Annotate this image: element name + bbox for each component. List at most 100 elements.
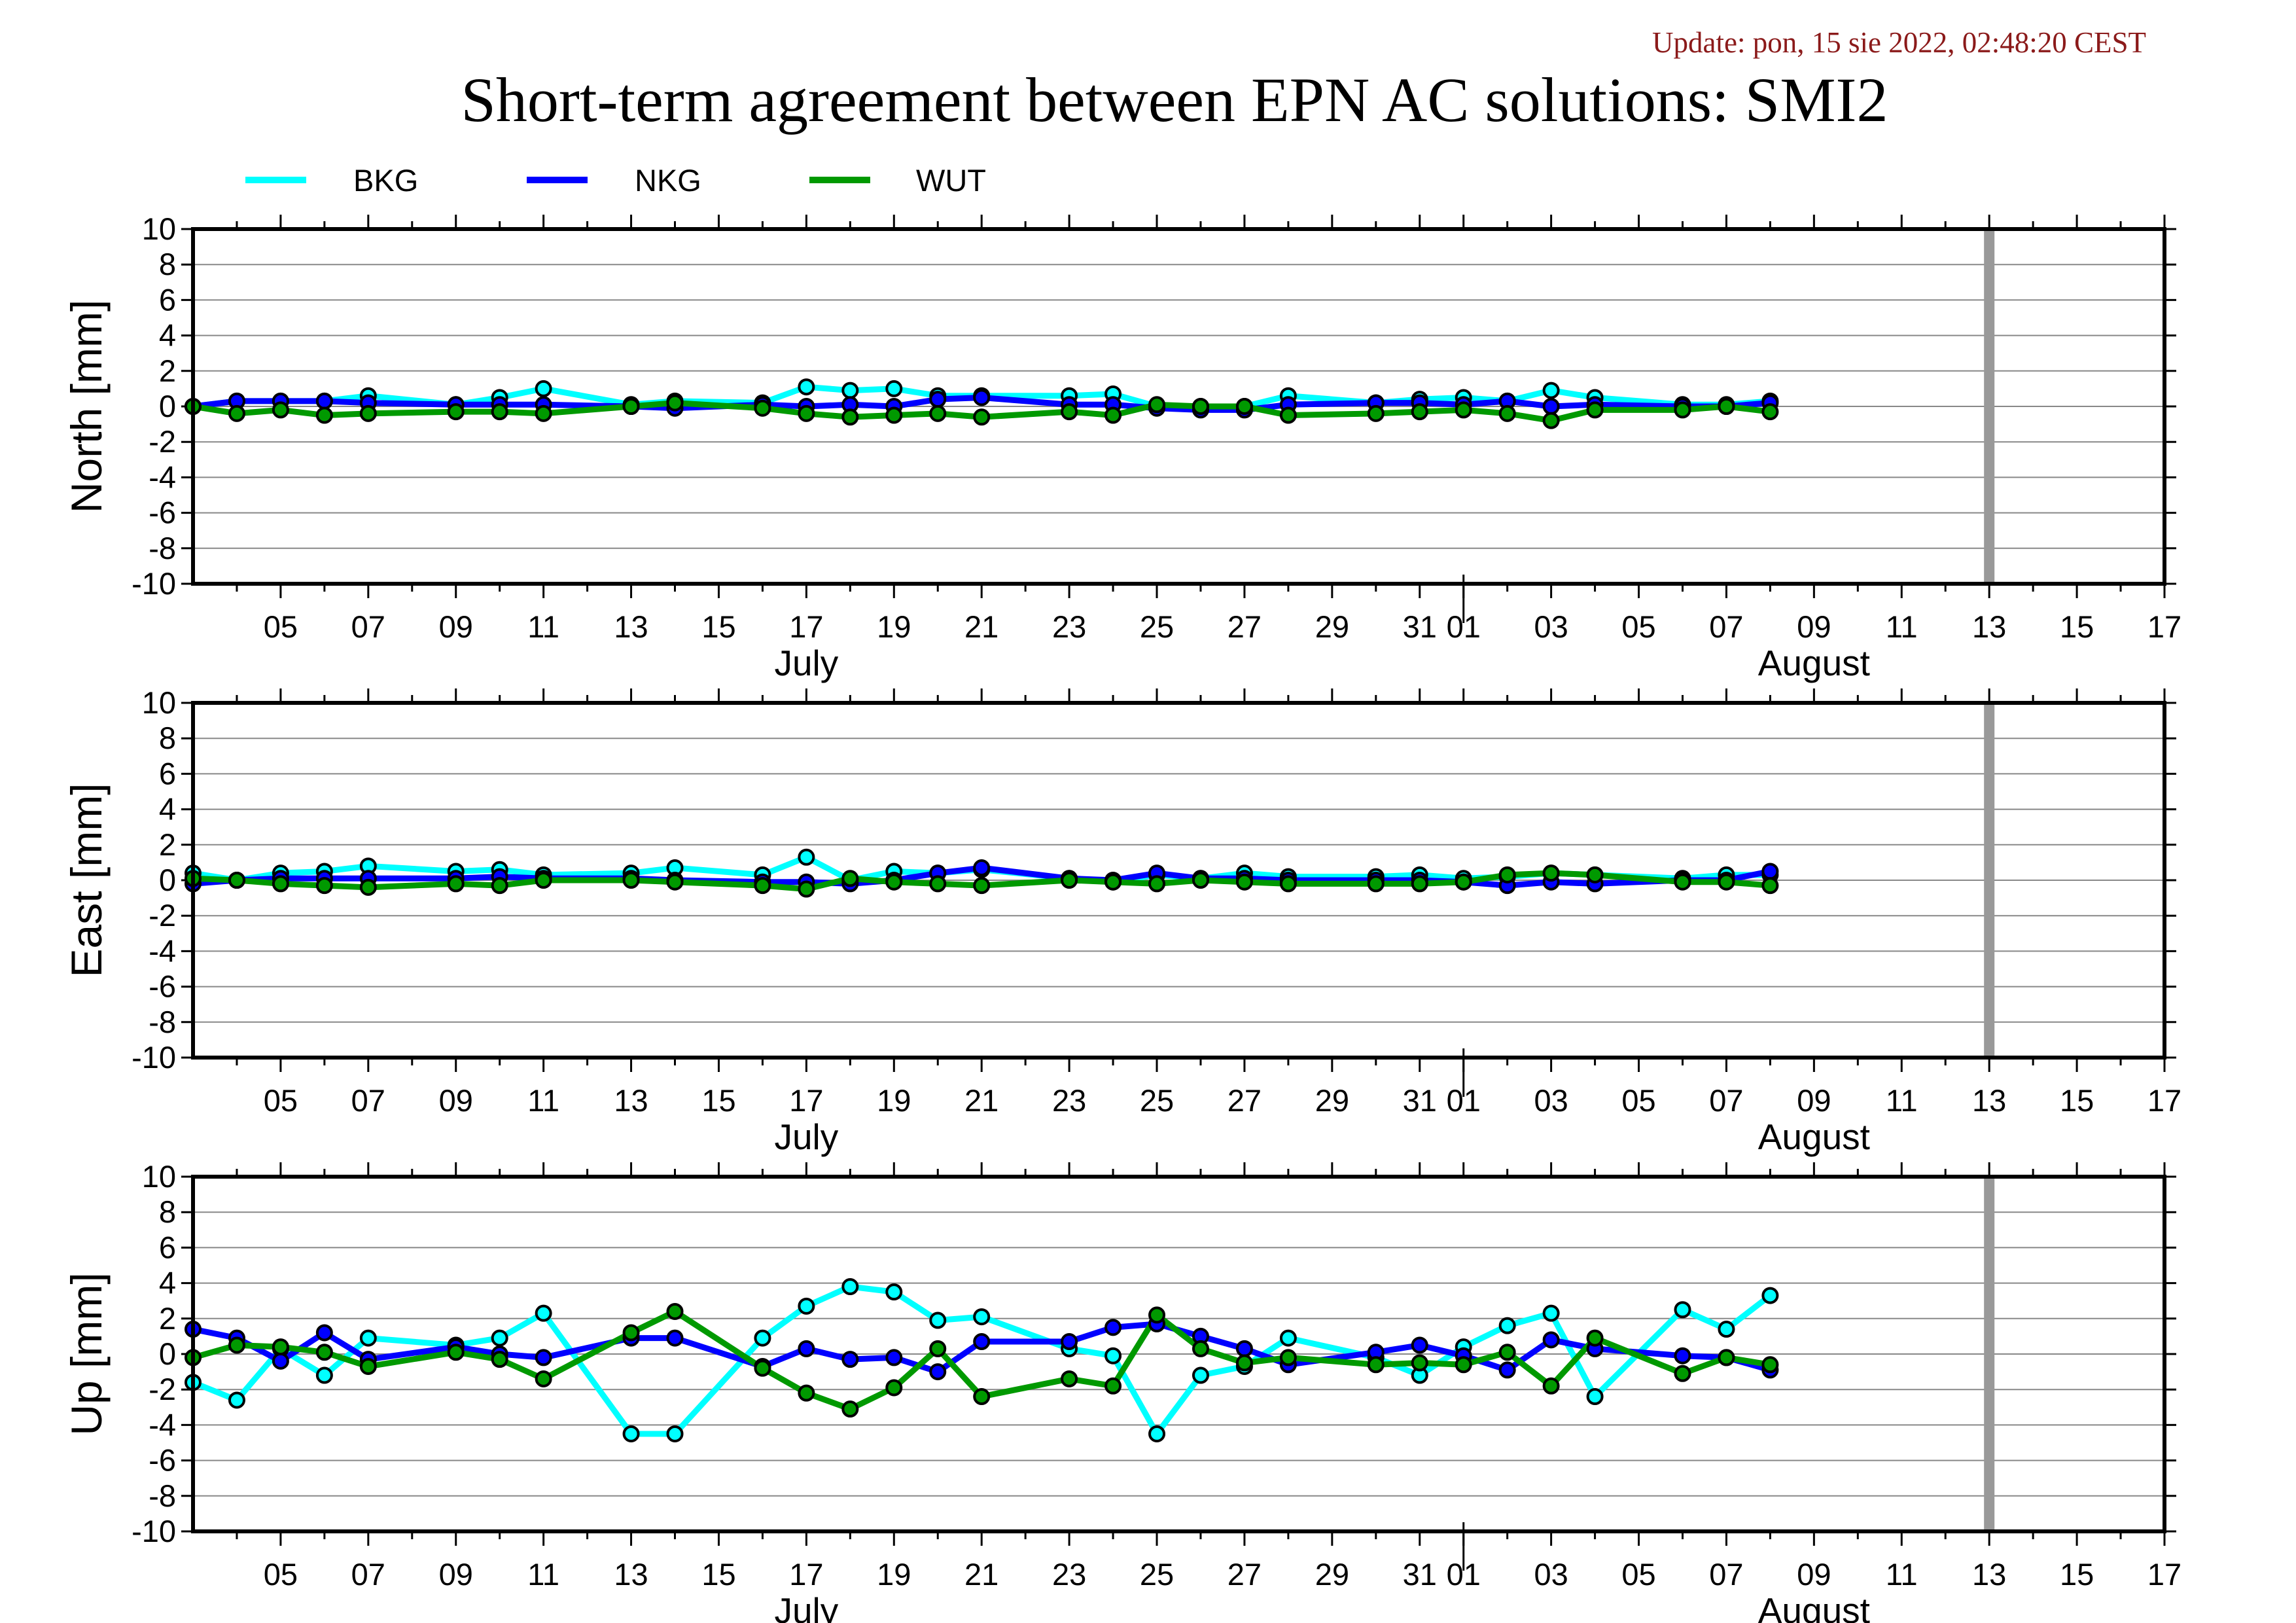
- data-point-wut: [929, 404, 947, 422]
- month-label-july: July: [774, 1590, 838, 1623]
- data-point-bkg: [535, 1304, 552, 1322]
- data-point-nkg: [973, 859, 991, 877]
- x-tick-label: 25: [1140, 609, 1174, 644]
- month-label-august: August: [1758, 1590, 1870, 1623]
- x-tick-label: 25: [1140, 1557, 1174, 1592]
- data-point-wut: [1235, 398, 1253, 415]
- data-point-nkg: [1235, 1340, 1253, 1357]
- data-point-wut: [1542, 412, 1560, 429]
- month-label-august: August: [1758, 643, 1870, 683]
- data-point-wut: [1586, 866, 1604, 883]
- legend-label-bkg: BKG: [353, 163, 418, 198]
- data-point-wut: [1104, 406, 1122, 424]
- y-tick-label: -8: [149, 1478, 176, 1513]
- data-point-wut: [1367, 1356, 1385, 1374]
- data-point-wut: [1104, 873, 1122, 891]
- data-point-wut: [1411, 403, 1428, 421]
- y-tick-label: 2: [159, 353, 176, 388]
- data-point-wut: [1498, 1344, 1516, 1361]
- y-tick-label: 6: [159, 282, 176, 317]
- x-tick-label: 17: [789, 1083, 823, 1118]
- data-point-wut: [798, 880, 815, 898]
- data-point-wut: [1761, 877, 1779, 895]
- x-tick-label: 13: [614, 609, 648, 644]
- x-tick-label: 17: [789, 609, 823, 644]
- y-tick-label: -2: [149, 1372, 176, 1406]
- x-tick-label: 21: [964, 609, 998, 644]
- data-point-wut: [1367, 404, 1385, 422]
- y-tick-label: -6: [149, 495, 176, 530]
- x-tick-label: 23: [1052, 1557, 1086, 1592]
- x-tick-label: 09: [439, 609, 473, 644]
- legend-label-wut: WUT: [916, 163, 986, 198]
- data-point-wut: [228, 872, 245, 889]
- data-point-nkg: [1542, 1331, 1560, 1349]
- x-tick-label: 19: [877, 609, 911, 644]
- data-point-nkg: [272, 1352, 289, 1370]
- data-point-wut: [1674, 873, 1691, 891]
- plot-frame: [191, 227, 2166, 586]
- data-point-wut: [1411, 875, 1428, 893]
- x-tick-label: 05: [264, 609, 298, 644]
- data-point-wut: [666, 873, 684, 891]
- x-tick-label: 29: [1315, 1083, 1349, 1118]
- data-point-wut: [1104, 1377, 1122, 1395]
- data-point-nkg: [315, 1324, 333, 1342]
- legend-item-wut: WUT: [809, 163, 986, 198]
- x-tick-label: 11: [527, 1557, 559, 1592]
- data-point-wut: [447, 1344, 465, 1361]
- data-point-bkg: [535, 380, 552, 397]
- data-point-wut: [1455, 1356, 1472, 1374]
- data-point-wut: [359, 1357, 377, 1375]
- data-point-wut: [666, 1302, 684, 1320]
- y-tick-label: 0: [159, 389, 176, 423]
- data-point-wut: [1279, 406, 1297, 424]
- data-point-wut: [535, 404, 552, 422]
- data-point-bkg: [622, 1425, 640, 1442]
- data-point-wut: [1148, 396, 1166, 414]
- data-point-wut: [622, 1324, 640, 1342]
- data-point-wut: [315, 877, 333, 895]
- data-point-wut: [1761, 1356, 1779, 1374]
- x-tick-label: 27: [1227, 1557, 1262, 1592]
- x-tick-label: 13: [614, 1557, 648, 1592]
- y-tick-label: 8: [159, 721, 176, 755]
- data-point-bkg: [666, 1425, 684, 1442]
- data-point-wut: [1279, 1349, 1297, 1366]
- y-tick-label: 10: [142, 211, 176, 246]
- x-tick-label: 25: [1140, 1083, 1174, 1118]
- data-point-wut: [1061, 403, 1078, 421]
- y-tick-label: -6: [149, 969, 176, 1004]
- x-tick-label: 17: [789, 1557, 823, 1592]
- y-tick-label: -10: [132, 1040, 176, 1075]
- x-tick-label: 29: [1315, 609, 1349, 644]
- data-point-wut: [1192, 1340, 1209, 1357]
- x-tick-label: 03: [1534, 1557, 1568, 1592]
- update-timestamp: Update: pon, 15 sie 2022, 02:48:20 CEST: [1652, 26, 2146, 59]
- data-point-nkg: [315, 392, 333, 410]
- data-point-nkg: [1104, 1319, 1122, 1336]
- data-point-nkg: [535, 1349, 552, 1366]
- data-point-wut: [885, 873, 903, 891]
- x-tick-label: 11: [527, 609, 559, 644]
- y-tick-label: -8: [149, 1005, 176, 1039]
- data-point-bkg: [798, 378, 815, 396]
- y-tick-label: -10: [132, 566, 176, 601]
- x-tick-label: 05: [1621, 1557, 1655, 1592]
- x-tick-label: 07: [351, 1083, 385, 1118]
- y-tick-label: -10: [132, 1514, 176, 1548]
- data-point-bkg: [798, 848, 815, 866]
- x-tick-label: 27: [1227, 1083, 1262, 1118]
- data-point-wut: [272, 1338, 289, 1356]
- y-axis-label: North [mm]: [62, 300, 111, 513]
- x-tick-label: 27: [1227, 609, 1262, 644]
- x-tick-label: 05: [1621, 609, 1655, 644]
- data-point-nkg: [666, 1329, 684, 1347]
- data-point-bkg: [929, 1311, 947, 1329]
- data-point-bkg: [491, 1329, 508, 1347]
- data-point-wut: [798, 1384, 815, 1402]
- x-tick-label: 11: [527, 1083, 559, 1118]
- data-point-wut: [272, 401, 289, 419]
- x-tick-label: 13: [614, 1083, 648, 1118]
